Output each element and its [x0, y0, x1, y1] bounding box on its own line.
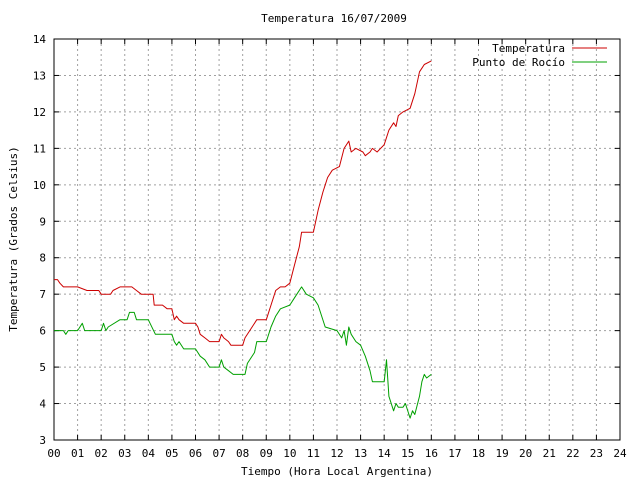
x-tick-label: 11: [307, 447, 320, 460]
y-tick-label: 4: [39, 398, 46, 411]
y-tick-label: 5: [39, 361, 46, 374]
x-tick-label: 23: [590, 447, 603, 460]
x-tick-label: 17: [448, 447, 461, 460]
x-tick-label: 09: [260, 447, 273, 460]
y-tick-label: 6: [39, 325, 46, 338]
x-tick-label: 01: [71, 447, 84, 460]
x-tick-label: 05: [165, 447, 178, 460]
x-tick-label: 16: [425, 447, 438, 460]
legend-label: Punto de Rocío: [472, 56, 565, 69]
y-axis-label: Temperatura (Grados Celsius): [7, 146, 20, 331]
legend-label: Temperatura: [492, 42, 565, 55]
axes: 00 01 02 03 04 05 06 07 08 09 10 11 12 13 14 15 16 17 18 19…: [33, 33, 627, 460]
x-tick-label: 00: [47, 447, 60, 460]
series-lines: [54, 60, 432, 419]
x-tick-label: 13: [354, 447, 367, 460]
y-tick-label: 11: [33, 142, 46, 155]
x-tick-label: 15: [401, 447, 414, 460]
x-tick-label: 19: [495, 447, 508, 460]
x-tick-label: 10: [283, 447, 296, 460]
grid: [54, 39, 620, 440]
series-line-punto-de-rocio: [54, 286, 432, 419]
x-tick-label: 06: [189, 447, 202, 460]
series-line-temperatura: [54, 60, 432, 346]
x-tick-label: 24: [613, 447, 627, 460]
y-tick-label: 8: [39, 252, 46, 265]
x-axis-label: Tiempo (Hora Local Argentina): [241, 465, 433, 478]
y-tick-label: 14: [33, 33, 47, 46]
y-tick-label: 3: [39, 434, 46, 447]
chart-title: Temperatura 16/07/2009: [261, 12, 407, 25]
y-tick-label: 9: [39, 215, 46, 228]
x-tick-label: 22: [566, 447, 579, 460]
y-tick-label: 10: [33, 179, 46, 192]
y-tick-label: 7: [39, 288, 46, 301]
y-tick-label: 13: [33, 69, 46, 82]
x-tick-label: 08: [236, 447, 249, 460]
y-tick-label: 12: [33, 106, 46, 119]
x-tick-label: 07: [212, 447, 225, 460]
x-tick-label: 21: [543, 447, 556, 460]
x-tick-label: 20: [519, 447, 532, 460]
x-tick-label: 02: [95, 447, 108, 460]
x-tick-label: 18: [472, 447, 485, 460]
x-tick-label: 14: [378, 447, 392, 460]
x-tick-label: 12: [330, 447, 343, 460]
x-tick-label: 03: [118, 447, 131, 460]
x-tick-label: 04: [142, 447, 156, 460]
